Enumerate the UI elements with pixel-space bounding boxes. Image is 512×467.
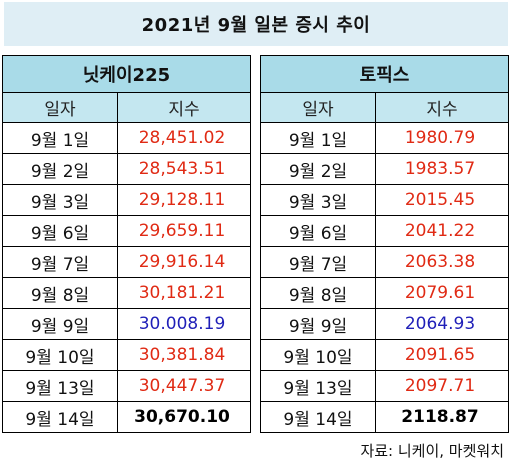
table-row: 9월 14일 2118.87 [260, 401, 509, 433]
nikkei-table: 닛케이225 일자 지수 9월 1일 28,451.02 9월 2일 28,54… [1, 55, 252, 433]
value-cell: 30,670.10 [116, 401, 252, 433]
value-cell: 2015.45 [375, 184, 509, 216]
topix-table: 토픽스 일자 지수 9월 1일 1980.79 9월 2일 1983.57 9월… [260, 55, 509, 433]
value-cell: 2079.61 [375, 277, 509, 309]
date-cell: 9월 14일 [2, 401, 118, 433]
date-cell: 9월 8일 [2, 277, 118, 309]
column-header-value: 지수 [375, 92, 509, 123]
table-title: 닛케이225 [1, 55, 252, 93]
date-cell: 9월 13일 [2, 370, 118, 402]
column-header-date: 일자 [260, 92, 376, 123]
table-row: 9월 8일 30,181.21 [2, 277, 252, 309]
table-title: 토픽스 [260, 55, 509, 93]
value-cell: 2063.38 [375, 246, 509, 278]
page-title: 2021년 9월 일본 증시 추이 [4, 2, 508, 46]
value-cell: 30,381.84 [116, 339, 252, 371]
date-cell: 9월 13일 [260, 370, 376, 402]
date-cell: 9월 2일 [260, 153, 376, 185]
table-row: 9월 10일 30,381.84 [2, 339, 252, 371]
table-row: 9월 1일 1980.79 [260, 122, 509, 154]
value-cell: 28,451.02 [116, 122, 252, 154]
date-cell: 9월 6일 [260, 215, 376, 247]
table-row: 9월 3일 29,128.11 [2, 184, 252, 216]
date-cell: 9월 3일 [260, 184, 376, 216]
table-row: 9월 2일 1983.57 [260, 153, 509, 185]
table-row: 9월 1일 28,451.02 [2, 122, 252, 154]
table-row: 9월 6일 2041.22 [260, 215, 509, 247]
value-cell: 2097.71 [375, 370, 509, 402]
table-row: 9월 7일 2063.38 [260, 246, 509, 278]
value-cell: 30.008.19 [116, 308, 252, 340]
value-cell: 29,659.11 [116, 215, 252, 247]
date-cell: 9월 10일 [2, 339, 118, 371]
table-row: 9월 13일 2097.71 [260, 370, 509, 402]
date-cell: 9월 7일 [260, 246, 376, 278]
column-header-date: 일자 [2, 92, 118, 123]
value-cell: 2118.87 [375, 401, 509, 433]
table-row: 9월 14일 30,670.10 [2, 401, 252, 433]
date-cell: 9월 7일 [2, 246, 118, 278]
table-row: 9월 6일 29,659.11 [2, 215, 252, 247]
table-row: 9월 9일 2064.93 [260, 308, 509, 340]
value-cell: 29,916.14 [116, 246, 252, 278]
value-cell: 1983.57 [375, 153, 509, 185]
table-row: 9월 7일 29,916.14 [2, 246, 252, 278]
value-cell: 2091.65 [375, 339, 509, 371]
date-cell: 9월 1일 [2, 122, 118, 154]
date-cell: 9월 3일 [2, 184, 118, 216]
value-cell: 2064.93 [375, 308, 509, 340]
table-row: 9월 8일 2079.61 [260, 277, 509, 309]
column-header-value: 지수 [116, 92, 252, 123]
table-row: 9월 10일 2091.65 [260, 339, 509, 371]
table-row: 9월 13일 30,447.37 [2, 370, 252, 402]
date-cell: 9월 14일 [260, 401, 376, 433]
value-cell: 30,447.37 [116, 370, 252, 402]
table-row: 9월 2일 28,543.51 [2, 153, 252, 185]
value-cell: 29,128.11 [116, 184, 252, 216]
value-cell: 30,181.21 [116, 277, 252, 309]
value-cell: 2041.22 [375, 215, 509, 247]
value-cell: 28,543.51 [116, 153, 252, 185]
source-note: 자료: 니케이, 마켓워치 [360, 442, 504, 460]
date-cell: 9월 1일 [260, 122, 376, 154]
table-row: 9월 3일 2015.45 [260, 184, 509, 216]
date-cell: 9월 6일 [2, 215, 118, 247]
table-row: 9월 9일 30.008.19 [2, 308, 252, 340]
date-cell: 9월 9일 [260, 308, 376, 340]
date-cell: 9월 2일 [2, 153, 118, 185]
value-cell: 1980.79 [375, 122, 509, 154]
date-cell: 9월 8일 [260, 277, 376, 309]
date-cell: 9월 9일 [2, 308, 118, 340]
date-cell: 9월 10일 [260, 339, 376, 371]
